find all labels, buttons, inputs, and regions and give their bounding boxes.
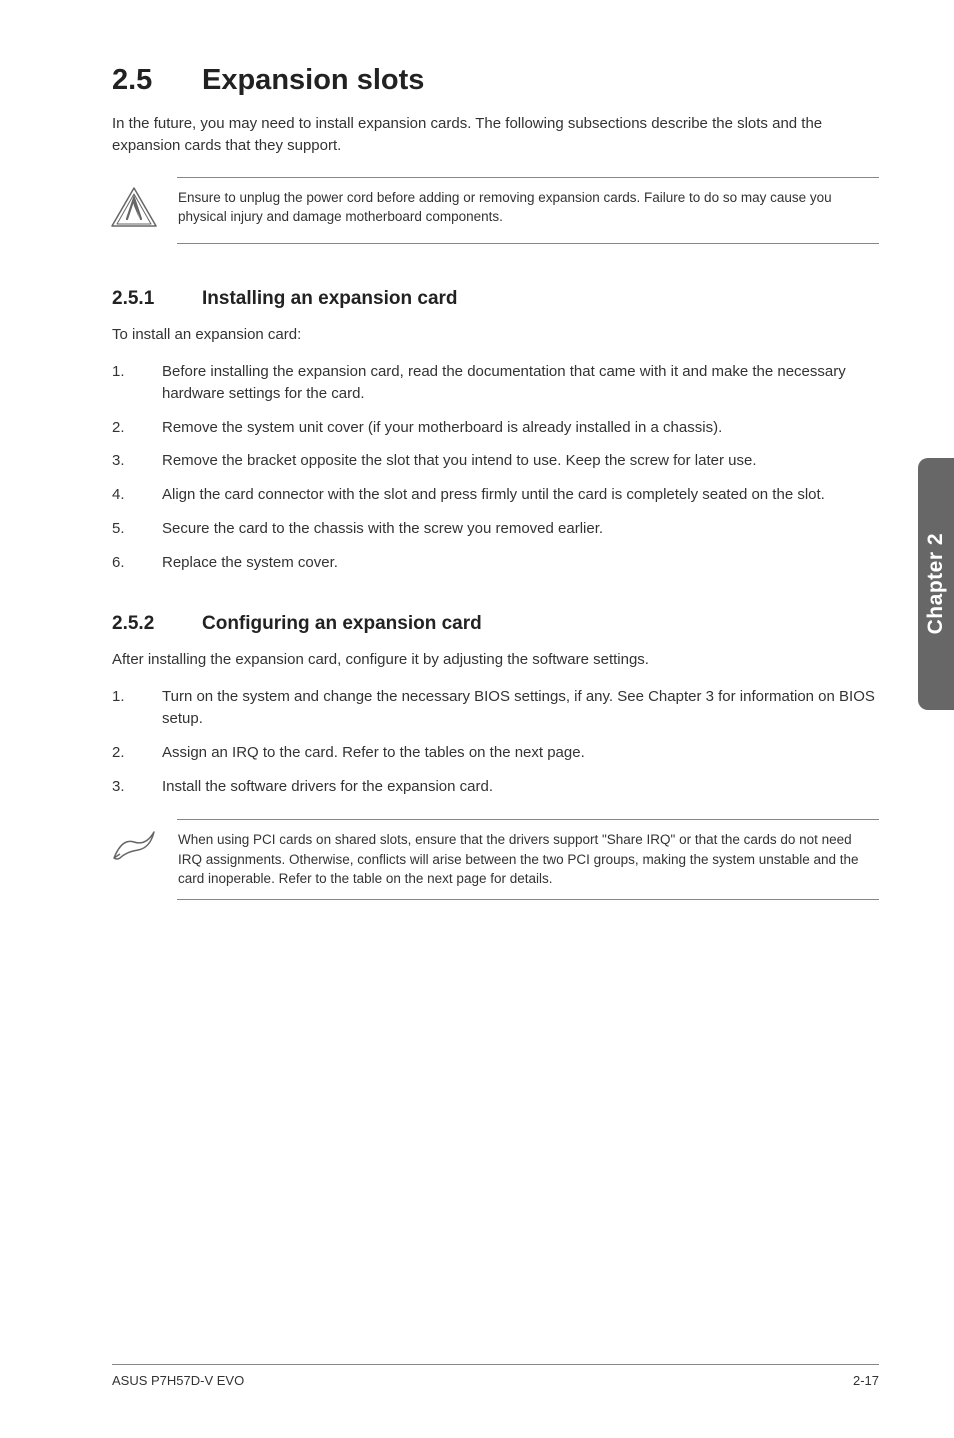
note-callout: When using PCI cards on shared slots, en… <box>177 819 879 900</box>
section-heading: 2.5Expansion slots <box>112 64 879 97</box>
list-item: Install the software drivers for the exp… <box>112 776 879 798</box>
steps-list-1: Before installing the expansion card, re… <box>112 361 879 573</box>
footer-left: ASUS P7H57D-V EVO <box>112 1373 244 1388</box>
page-footer: ASUS P7H57D-V EVO 2-17 <box>112 1364 879 1388</box>
warning-triangle-icon <box>110 186 158 234</box>
subsection-number-2: 2.5.2 <box>112 613 202 635</box>
subsection-heading-1: 2.5.1Installing an expansion card <box>112 288 879 310</box>
note-pen-icon <box>110 828 158 868</box>
section-number: 2.5 <box>112 64 202 97</box>
list-item: Before installing the expansion card, re… <box>112 361 879 405</box>
warning-callout: Ensure to unplug the power cord before a… <box>177 177 879 245</box>
chapter-side-tab: Chapter 2 <box>918 458 954 710</box>
steps-list-2: Turn on the system and change the necess… <box>112 686 879 797</box>
list-item: Turn on the system and change the necess… <box>112 686 879 730</box>
chapter-label: Chapter 2 <box>924 533 948 634</box>
list-item: Replace the system cover. <box>112 552 879 574</box>
document-page: 2.5Expansion slots In the future, you ma… <box>0 0 954 1438</box>
section-intro: In the future, you may need to install e… <box>112 113 879 157</box>
subsection-1-lead: To install an expansion card: <box>112 326 879 343</box>
list-item: Remove the system unit cover (if your mo… <box>112 417 879 439</box>
subsection-title-1: Installing an expansion card <box>202 288 458 309</box>
subsection-2-lead: After installing the expansion card, con… <box>112 651 879 668</box>
list-item: Align the card connector with the slot a… <box>112 484 879 506</box>
list-item: Assign an IRQ to the card. Refer to the … <box>112 742 879 764</box>
subsection-heading-2: 2.5.2Configuring an expansion card <box>112 613 879 635</box>
warning-text: Ensure to unplug the power cord before a… <box>178 188 879 227</box>
subsection-number-1: 2.5.1 <box>112 288 202 310</box>
section-title-text: Expansion slots <box>202 64 424 96</box>
footer-right: 2-17 <box>853 1373 879 1388</box>
note-text: When using PCI cards on shared slots, en… <box>178 830 879 889</box>
list-item: Remove the bracket opposite the slot tha… <box>112 450 879 472</box>
list-item: Secure the card to the chassis with the … <box>112 518 879 540</box>
subsection-title-2: Configuring an expansion card <box>202 613 482 634</box>
